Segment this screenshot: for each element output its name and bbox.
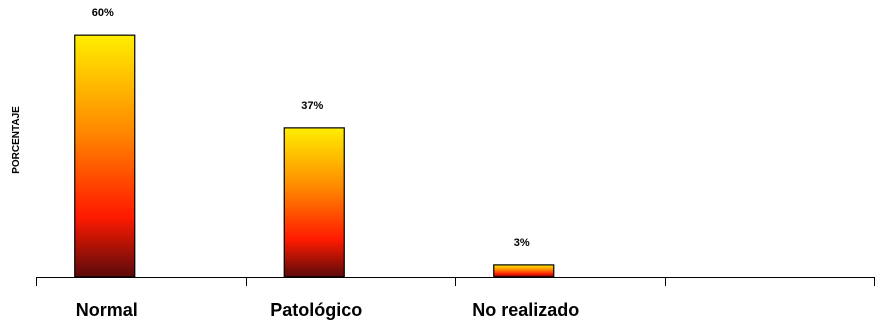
category-label-2: Patológico	[270, 300, 362, 320]
bar-3	[493, 264, 555, 278]
data-label-3: 3%	[514, 237, 530, 249]
y-axis-title: PORCENTAJE	[11, 106, 22, 174]
data-label-1: 60%	[92, 7, 114, 19]
data-label-2: 37%	[301, 100, 323, 112]
bar-2	[283, 127, 345, 278]
category-label-3: No realizado	[472, 300, 579, 320]
category-label-1: Normal	[76, 300, 138, 320]
bar-1	[74, 34, 136, 278]
plot-area: 60% Normal 37% Patológico 3% No realizado	[36, 7, 875, 320]
